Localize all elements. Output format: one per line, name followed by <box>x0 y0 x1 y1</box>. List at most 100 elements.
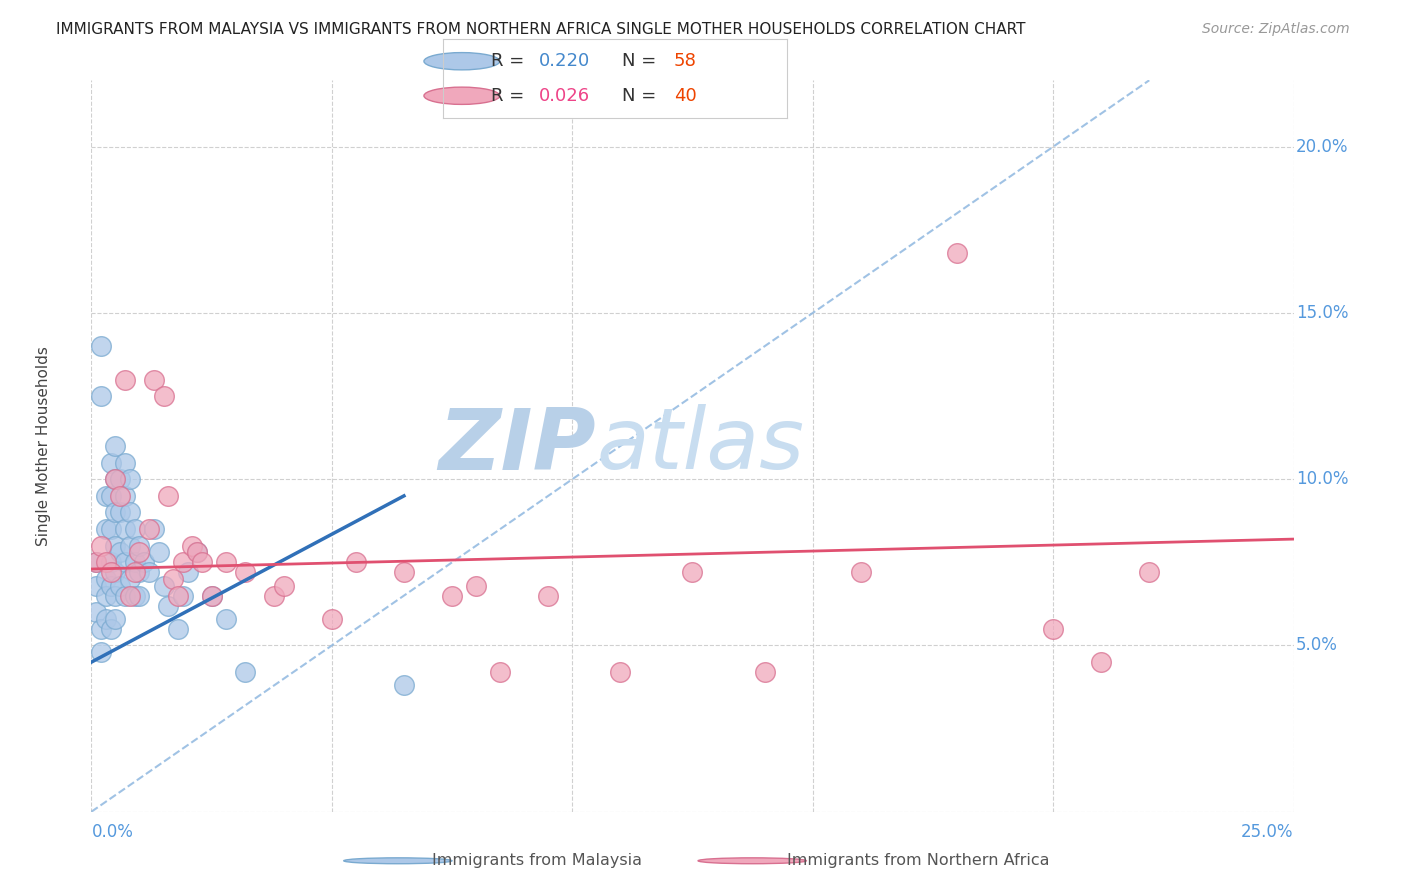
Point <box>110 472 132 486</box>
Text: ZIP: ZIP <box>439 404 596 488</box>
Point <box>114 555 136 569</box>
Point <box>104 472 127 486</box>
Point <box>233 665 256 679</box>
Text: Immigrants from Malaysia: Immigrants from Malaysia <box>433 854 643 868</box>
Text: N =: N = <box>621 53 662 70</box>
Circle shape <box>699 858 807 863</box>
Point <box>215 555 238 569</box>
Point <box>167 622 190 636</box>
Text: Single Mother Households: Single Mother Households <box>35 346 51 546</box>
Point <box>118 572 141 586</box>
Point <box>128 545 150 559</box>
Point <box>100 489 122 503</box>
Text: Immigrants from Northern Africa: Immigrants from Northern Africa <box>787 854 1049 868</box>
Point <box>114 456 136 470</box>
Point <box>489 665 512 679</box>
Point <box>263 589 285 603</box>
Point <box>152 389 174 403</box>
Point <box>100 622 122 636</box>
Point <box>392 678 415 692</box>
Point <box>273 579 295 593</box>
Point <box>172 589 194 603</box>
Point <box>124 589 146 603</box>
Point <box>157 599 180 613</box>
Text: 25.0%: 25.0% <box>1241 822 1294 840</box>
Point <box>104 439 127 453</box>
Point <box>100 555 122 569</box>
Point <box>100 522 122 536</box>
Point <box>104 589 127 603</box>
Point <box>94 522 117 536</box>
Point <box>754 665 776 679</box>
Point <box>124 555 146 569</box>
Point <box>118 506 141 520</box>
Point <box>128 589 150 603</box>
Text: 15.0%: 15.0% <box>1296 304 1348 322</box>
Point <box>114 522 136 536</box>
Point <box>118 472 141 486</box>
Text: IMMIGRANTS FROM MALAYSIA VS IMMIGRANTS FROM NORTHERN AFRICA SINGLE MOTHER HOUSEH: IMMIGRANTS FROM MALAYSIA VS IMMIGRANTS F… <box>56 22 1026 37</box>
Point <box>100 579 122 593</box>
Text: atlas: atlas <box>596 404 804 488</box>
Point <box>681 566 703 580</box>
Point <box>128 539 150 553</box>
Point <box>84 605 107 619</box>
Point <box>114 372 136 386</box>
Point <box>167 589 190 603</box>
Text: N =: N = <box>621 87 662 104</box>
Point <box>104 612 127 626</box>
Point <box>321 612 343 626</box>
Point <box>186 545 208 559</box>
Circle shape <box>425 87 499 104</box>
Circle shape <box>344 858 453 863</box>
Text: 0.220: 0.220 <box>540 53 591 70</box>
Point <box>114 589 136 603</box>
Point <box>90 645 112 659</box>
Point <box>104 566 127 580</box>
Point <box>152 579 174 593</box>
Point <box>609 665 631 679</box>
Point <box>104 506 127 520</box>
Text: 5.0%: 5.0% <box>1296 637 1337 655</box>
Point <box>110 489 132 503</box>
Point <box>110 579 132 593</box>
Point <box>176 566 198 580</box>
Point <box>128 566 150 580</box>
Point <box>537 589 560 603</box>
Point <box>172 555 194 569</box>
Text: 0.026: 0.026 <box>540 87 591 104</box>
Point <box>1090 655 1112 669</box>
Point <box>100 456 122 470</box>
Point <box>90 389 112 403</box>
Point <box>233 566 256 580</box>
Point <box>440 589 463 603</box>
Point <box>90 539 112 553</box>
Point <box>162 572 184 586</box>
Point <box>186 545 208 559</box>
Point <box>215 612 238 626</box>
Point <box>157 489 180 503</box>
Point <box>94 489 117 503</box>
Point <box>104 539 127 553</box>
Point <box>201 589 224 603</box>
Text: 10.0%: 10.0% <box>1296 470 1348 488</box>
Text: R =: R = <box>491 87 530 104</box>
Point <box>90 339 112 353</box>
Point <box>94 612 117 626</box>
Point <box>138 522 160 536</box>
Point <box>118 539 141 553</box>
Point <box>1042 622 1064 636</box>
Point <box>90 622 112 636</box>
Text: Source: ZipAtlas.com: Source: ZipAtlas.com <box>1202 22 1350 37</box>
Point <box>138 566 160 580</box>
Point <box>94 555 117 569</box>
Point <box>181 539 204 553</box>
Circle shape <box>425 53 499 70</box>
Text: 40: 40 <box>673 87 696 104</box>
Point <box>104 472 127 486</box>
Text: 0.0%: 0.0% <box>91 822 134 840</box>
Point <box>94 589 117 603</box>
Point <box>84 555 107 569</box>
Point <box>110 545 132 559</box>
Point <box>142 372 165 386</box>
